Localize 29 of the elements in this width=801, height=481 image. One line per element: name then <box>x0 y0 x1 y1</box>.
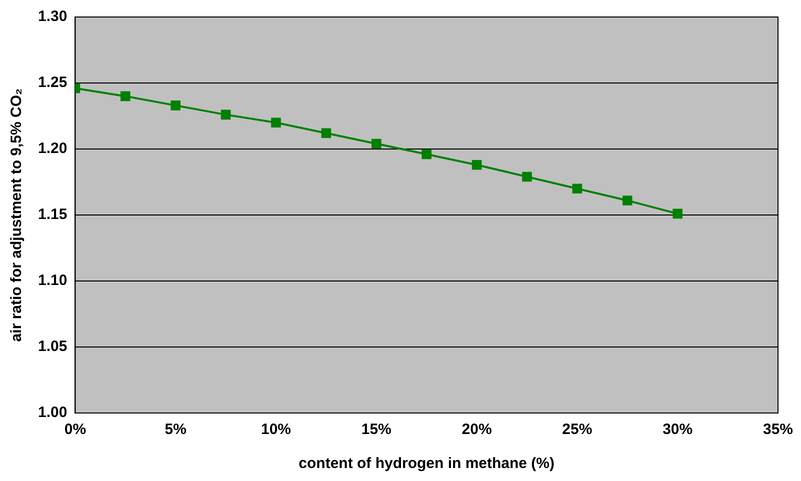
point <box>522 172 532 182</box>
x-tick-label: 10% <box>260 421 292 438</box>
x-tick-label: 35% <box>762 421 794 438</box>
x-tick-label: 30% <box>662 421 693 438</box>
point <box>622 196 632 206</box>
point <box>472 160 482 170</box>
x-axis-title: content of hydrogen in methane (%) <box>298 455 555 472</box>
x-tick-label: 0% <box>64 421 86 438</box>
x-tick-label: 15% <box>361 421 392 438</box>
y-tick-label: 1.30 <box>38 8 68 26</box>
y-tick-label: 1.15 <box>38 206 68 224</box>
point <box>672 208 682 219</box>
y-tick-label: 1.25 <box>38 74 68 92</box>
point <box>321 128 332 138</box>
point <box>372 138 382 149</box>
y-tick-label: 1.20 <box>38 140 68 158</box>
x-tick-label: 20% <box>462 421 492 438</box>
point <box>170 100 180 110</box>
y-tick-label: 1.05 <box>38 338 68 356</box>
point <box>220 110 231 120</box>
y-axis-title: air ratio for adjustment to 9,5% CO₂ <box>8 88 26 342</box>
point <box>120 91 130 102</box>
point <box>271 118 281 128</box>
x-tick-label: 5% <box>164 421 186 438</box>
y-tick-label: 1.00 <box>38 404 68 422</box>
point <box>572 184 582 194</box>
point <box>422 149 432 160</box>
y-tick-label: 1.10 <box>38 272 68 290</box>
x-tick-label: 25% <box>562 421 592 438</box>
